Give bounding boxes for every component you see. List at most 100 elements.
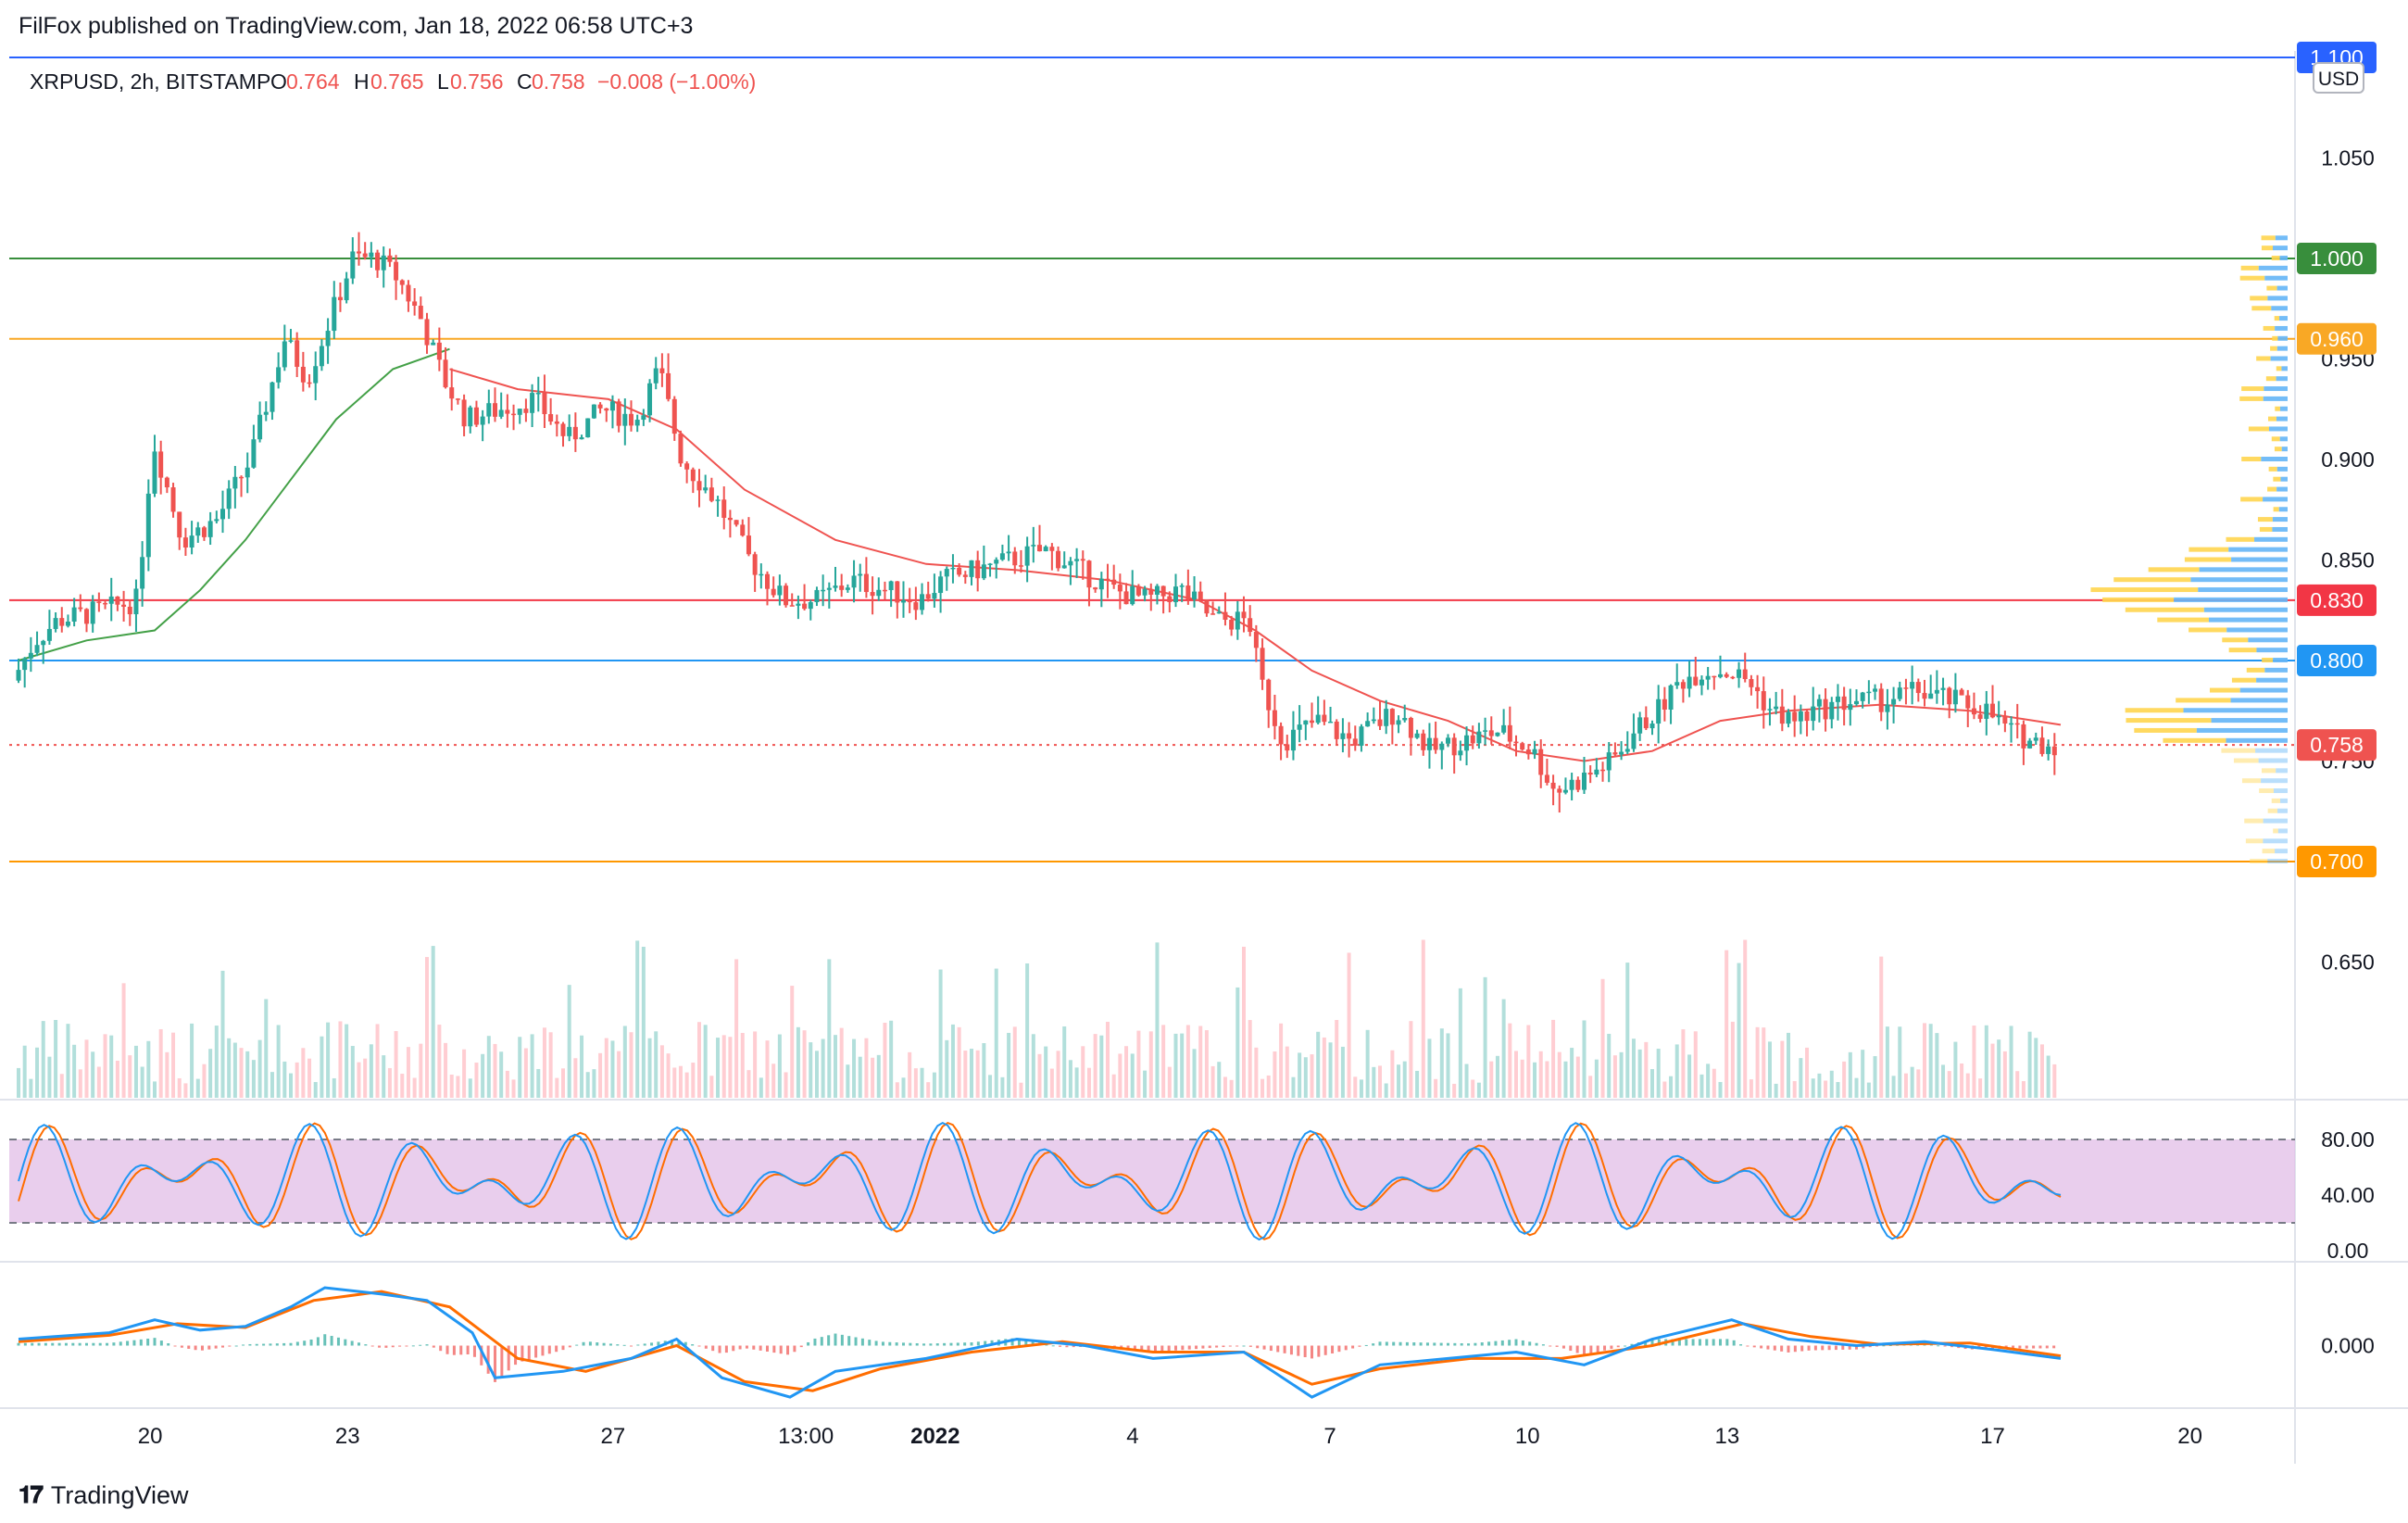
macd-hist-bar <box>1248 1345 1252 1347</box>
volume-profile <box>2090 235 2288 863</box>
volume-bar <box>345 1024 349 1098</box>
profile-buy <box>2211 718 2288 724</box>
macd-hist-bar <box>691 1344 695 1346</box>
volume-bar <box>419 1043 423 1098</box>
volume-bar <box>641 946 646 1098</box>
volume-bar <box>1056 1051 1060 1098</box>
volume-bar <box>1656 1049 1661 1098</box>
macd-hist-bar <box>1739 1344 1743 1346</box>
volume-bar <box>839 1027 844 1098</box>
profile-sell <box>2275 406 2280 411</box>
macd-hist-bar <box>949 1342 953 1346</box>
macd-hist-bar <box>1834 1345 1837 1351</box>
profile-sell <box>2266 285 2277 291</box>
volume-bar <box>1984 1025 1988 1098</box>
macd-hist-bar <box>173 1345 177 1347</box>
macd-hist-bar <box>1331 1345 1335 1353</box>
candle-body <box>332 296 337 332</box>
candle-body <box>962 574 968 577</box>
candle-body <box>634 420 640 426</box>
footer[interactable]: 𝟏𝟕 TradingView <box>19 1480 189 1510</box>
volume-bar <box>1551 1019 1556 1098</box>
candle-body <box>833 585 838 588</box>
macd-hist-bar <box>1671 1339 1674 1346</box>
volume-bar <box>678 1065 683 1098</box>
macd-hist-bar <box>1555 1345 1559 1347</box>
candle-body <box>1068 560 1073 566</box>
macd-hist-bar <box>167 1342 170 1346</box>
volume-bar <box>1378 1065 1382 1098</box>
volume-bar <box>920 1067 924 1098</box>
volume-bar <box>938 969 943 1098</box>
volume-bar <box>1631 1038 1636 1098</box>
volume-bar <box>431 946 435 1098</box>
candle-body <box>1513 741 1519 744</box>
volume-bar <box>1866 1082 1871 1098</box>
volume-bar <box>1495 1055 1499 1098</box>
volume-bar <box>1699 1074 1704 1098</box>
macd-hist-bar <box>1541 1344 1545 1346</box>
candle-body <box>1426 737 1432 750</box>
volume-bar <box>1681 1029 1686 1098</box>
candle-body <box>1680 682 1686 689</box>
profile-sell <box>2125 607 2204 612</box>
volume-bar <box>1044 1046 1048 1098</box>
volume-bar <box>1978 1078 1983 1098</box>
macd-hist-bar <box>1827 1345 1831 1351</box>
macd-hist-bar <box>1439 1342 1443 1346</box>
profile-sell <box>2267 808 2278 813</box>
macd-hist-bar <box>2012 1345 2015 1349</box>
profile-sell <box>2113 577 2191 583</box>
candle-body <box>1798 711 1803 722</box>
candle-body <box>2002 715 2008 724</box>
macd-hist-bar <box>1317 1345 1321 1357</box>
candle-body <box>814 589 820 603</box>
volume-bar <box>846 1064 850 1098</box>
volume-bar <box>1031 1034 1035 1098</box>
candle-body <box>461 399 467 427</box>
volume-bar <box>834 1035 837 1098</box>
macd-hist-bar <box>1433 1342 1436 1346</box>
macd-hist-bar <box>1174 1345 1177 1351</box>
candle-body <box>1179 585 1185 587</box>
macd-hist-bar <box>71 1342 75 1346</box>
macd-hist-bar <box>159 1340 163 1346</box>
macd-hist-bar <box>1610 1345 1613 1349</box>
candle-body <box>1278 725 1284 745</box>
candle-body <box>1464 735 1470 751</box>
volume-bar <box>1842 1061 1847 1098</box>
volume-bar <box>771 1064 776 1098</box>
volume-bar <box>721 1035 726 1098</box>
candle-body <box>1662 699 1667 710</box>
candle-body <box>455 398 460 400</box>
candle-body <box>567 426 572 436</box>
volume-bar <box>350 1046 355 1098</box>
candle-body <box>1253 632 1259 648</box>
macd-hist-bar <box>1943 1345 1947 1347</box>
volume-bar <box>1898 1026 1902 1098</box>
volume-bar <box>1928 1024 1933 1098</box>
macd-hist-bar <box>1378 1341 1382 1346</box>
profile-sell <box>2272 335 2278 341</box>
candle-body <box>1569 779 1574 790</box>
macd-hist-bar <box>466 1345 470 1354</box>
profile-buy <box>2279 436 2288 442</box>
chart-grid <box>0 51 2408 1464</box>
volume-bar <box>1242 946 1246 1098</box>
candle-body <box>796 603 801 606</box>
macd-hist-bar <box>1725 1339 1729 1346</box>
price-tag: 0.800 <box>2297 645 2377 676</box>
macd-hist-bar <box>112 1342 116 1346</box>
volume-bar <box>1434 1078 1438 1098</box>
volume-bar <box>1229 1079 1234 1098</box>
candle-body <box>721 499 727 518</box>
profile-sell <box>2276 366 2282 371</box>
volume-bar <box>1916 1069 1921 1098</box>
volume-bar <box>734 959 739 1098</box>
macd-hist-bar <box>132 1340 136 1346</box>
currency-badge[interactable]: USD <box>2313 62 2364 94</box>
candle-body <box>121 604 127 607</box>
price-tag-label: 0.800 <box>2310 648 2364 673</box>
profile-sell <box>2246 667 2265 673</box>
